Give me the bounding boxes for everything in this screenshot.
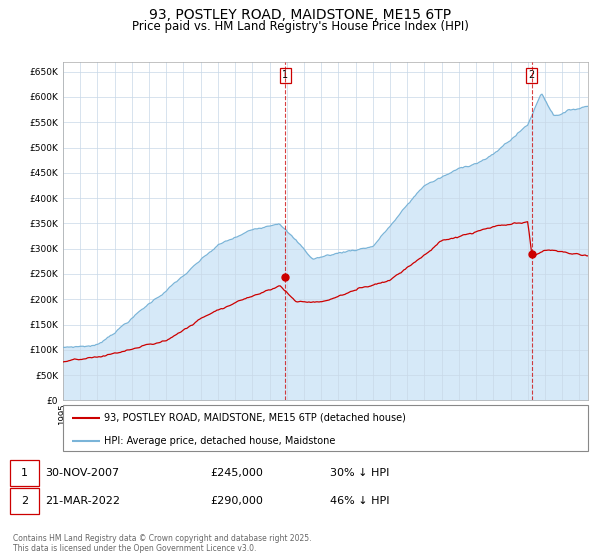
Text: 46% ↓ HPI: 46% ↓ HPI <box>330 496 389 506</box>
Text: 93, POSTLEY ROAD, MAIDSTONE, ME15 6TP: 93, POSTLEY ROAD, MAIDSTONE, ME15 6TP <box>149 8 451 22</box>
Text: 30% ↓ HPI: 30% ↓ HPI <box>330 468 389 478</box>
Text: 30-NOV-2007: 30-NOV-2007 <box>45 468 119 478</box>
Text: 2: 2 <box>529 70 535 80</box>
Text: Contains HM Land Registry data © Crown copyright and database right 2025.
This d: Contains HM Land Registry data © Crown c… <box>13 534 312 553</box>
Text: 1: 1 <box>283 70 289 80</box>
Text: Price paid vs. HM Land Registry's House Price Index (HPI): Price paid vs. HM Land Registry's House … <box>131 20 469 33</box>
Text: 2: 2 <box>21 496 28 506</box>
Text: £245,000: £245,000 <box>210 468 263 478</box>
Text: HPI: Average price, detached house, Maidstone: HPI: Average price, detached house, Maid… <box>104 436 335 446</box>
FancyBboxPatch shape <box>63 405 588 451</box>
Text: 93, POSTLEY ROAD, MAIDSTONE, ME15 6TP (detached house): 93, POSTLEY ROAD, MAIDSTONE, ME15 6TP (d… <box>104 413 406 423</box>
Text: 21-MAR-2022: 21-MAR-2022 <box>45 496 120 506</box>
Text: 1: 1 <box>21 468 28 478</box>
Text: £290,000: £290,000 <box>210 496 263 506</box>
